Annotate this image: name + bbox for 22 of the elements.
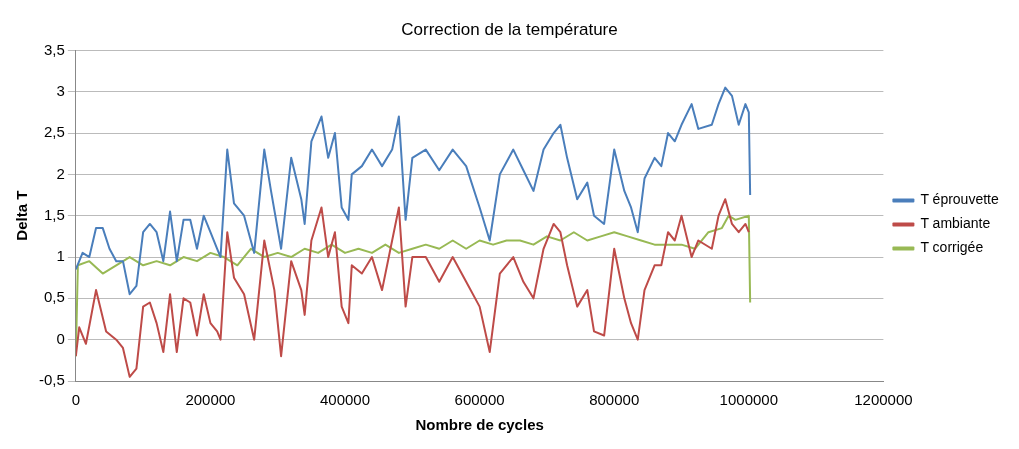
x-axis-title: Nombre de cycles [415,416,544,434]
x-tick-label: 0 [71,391,81,409]
y-tick-label: 0 [56,329,65,347]
x-tick-label: 1200000 [854,391,913,409]
y-tick-label: 1 [56,247,65,265]
y-tick-label: 3,5 [43,40,65,58]
x-tick-label: 800000 [589,391,640,409]
chart-title: Correction de la température [401,19,618,39]
y-axis-title: Delta T [13,190,31,241]
y-tick-label: 2 [56,164,65,182]
legend-label: T éprouvette [920,191,999,208]
y-tick-label: 2,5 [43,123,65,141]
y-tick-label: 3 [56,81,65,99]
x-tick-label: 600000 [454,391,505,409]
x-tick-label: 400000 [320,391,371,409]
y-tick-label: 1,5 [43,205,65,223]
x-tick-label: 200000 [185,391,236,409]
legend-label: T ambiante [920,215,991,232]
x-tick-label: 1000000 [719,391,779,409]
y-tick-label: -0,5 [38,371,65,389]
legend-label: T corrigée [920,239,984,256]
y-tick-label: 0,5 [43,288,65,306]
